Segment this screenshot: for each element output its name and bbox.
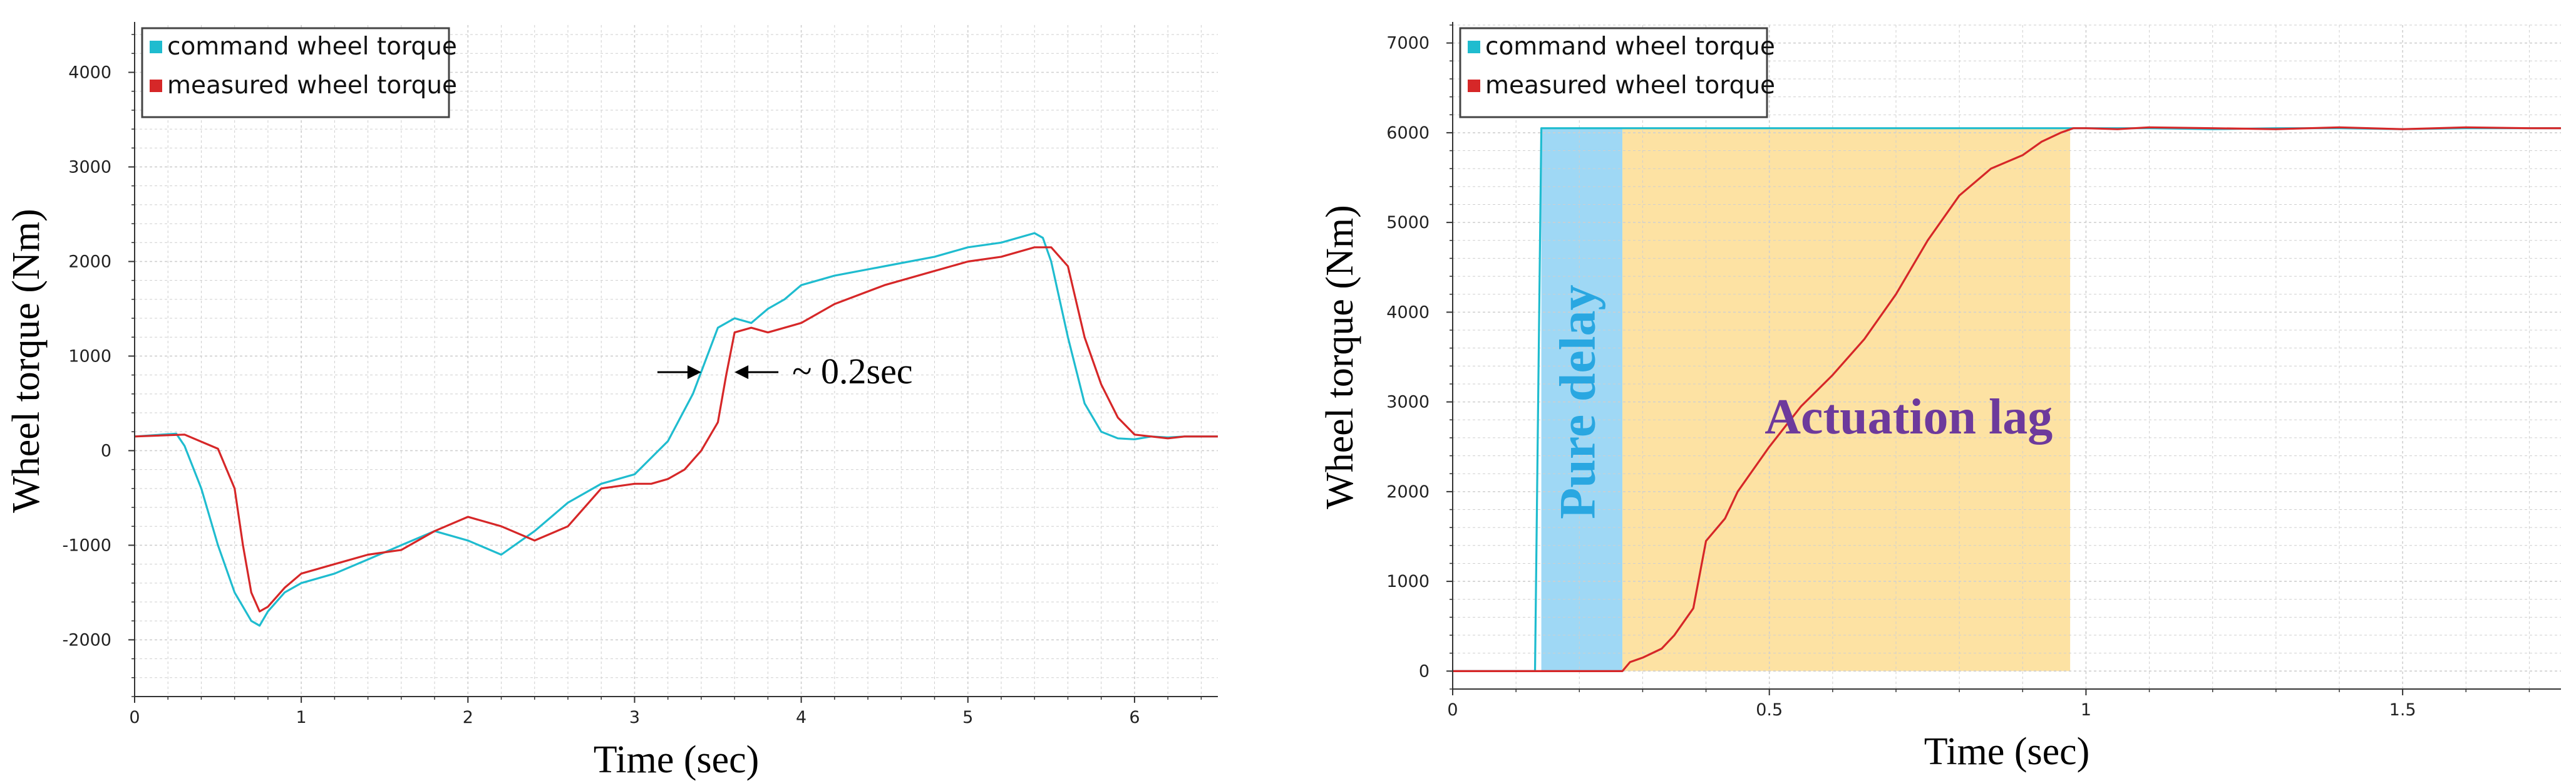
legend-swatch-measured <box>1468 80 1480 92</box>
grid-lines <box>1452 24 2561 690</box>
arrow-left-pointing-icon <box>734 365 749 380</box>
legend-label: command wheel torque <box>167 33 457 61</box>
y-tick-label: 1000 <box>68 346 111 366</box>
legend-label: measured wheel torque <box>167 71 457 100</box>
y-tick-label: 7000 <box>1386 34 1430 53</box>
x-tick-label: 6 <box>1129 708 1140 727</box>
y-tick-label: -2000 <box>63 630 111 650</box>
chart-right: 0 1000 2000 3000 4000 5000 6000 7000 0 0.5 1 1.5 Ti… <box>1319 22 2561 773</box>
y-tick-label: 2000 <box>68 252 111 271</box>
y-tick-label: 1000 <box>1386 572 1430 591</box>
delay-annotation: ~ 0.2sec <box>657 351 913 392</box>
y-tick-label: 3000 <box>1386 393 1430 412</box>
y-tick-label: 5000 <box>1386 213 1430 232</box>
region-actuation-lag <box>1622 128 2071 672</box>
legend-swatch-measured <box>150 80 162 92</box>
x-tick-label: 1 <box>296 708 307 727</box>
grid-lines <box>134 25 1218 697</box>
x-tick-label: 3 <box>629 708 640 727</box>
x-axis-title: Time (sec) <box>594 739 760 781</box>
x-tick-label: 4 <box>796 708 806 727</box>
series-line-command-wheel-torque <box>134 232 1218 627</box>
delay-annotation-text: ~ 0.2sec <box>792 351 912 392</box>
y-tick-label: 0 <box>1419 661 1430 681</box>
legend: command wheel torque measured wheel torqu… <box>1459 27 1775 118</box>
x-axis-title: Time (sec) <box>1924 730 2090 773</box>
y-axis-title: Wheel torque (Nm) <box>5 209 48 512</box>
legend-box <box>141 27 450 118</box>
x-tick-label: 1.5 <box>2389 700 2416 720</box>
region-label-actuation-lag: Actuation lag <box>1765 390 2053 445</box>
y-tick-label: 0 <box>101 441 111 460</box>
legend-box <box>1459 27 1768 118</box>
y-tick-label: 4000 <box>68 63 111 82</box>
region-pure-delay <box>1541 128 1623 672</box>
arrow-right-pointing-icon <box>687 365 701 380</box>
y-tick-label: 3000 <box>68 157 111 177</box>
legend-label: command wheel torque <box>1485 33 1775 61</box>
y-tick-label: -1000 <box>63 536 111 555</box>
legend-label: measured wheel torque <box>1485 71 1775 100</box>
series-line-measured-wheel-torque <box>134 246 1218 613</box>
x-tick-label: 0 <box>129 708 140 727</box>
y-tick-label: 4000 <box>1386 303 1430 322</box>
y-tick-label: 2000 <box>1386 482 1430 502</box>
chart-left: -2000 -1000 0 1000 2000 3000 4000 0 1 2 3 4 5 6 Time … <box>5 22 1218 781</box>
x-tick-label: 1 <box>2081 700 2091 720</box>
y-tick-label: 6000 <box>1386 123 1430 143</box>
y-axis-title: Wheel torque (Nm) <box>1319 205 1361 509</box>
x-tick-label: 5 <box>962 708 973 727</box>
x-tick-label: 0 <box>1447 700 1458 720</box>
x-tick-label: 0.5 <box>1756 700 1783 720</box>
series-line-measured-wheel-torque <box>1453 126 2561 673</box>
legend-swatch-command <box>1468 41 1480 53</box>
legend-swatch-command <box>150 41 162 53</box>
legend: command wheel torque measured wheel torqu… <box>141 27 457 118</box>
region-label-pure-delay: Pure delay <box>1548 284 1605 519</box>
x-tick-label: 2 <box>463 708 473 727</box>
